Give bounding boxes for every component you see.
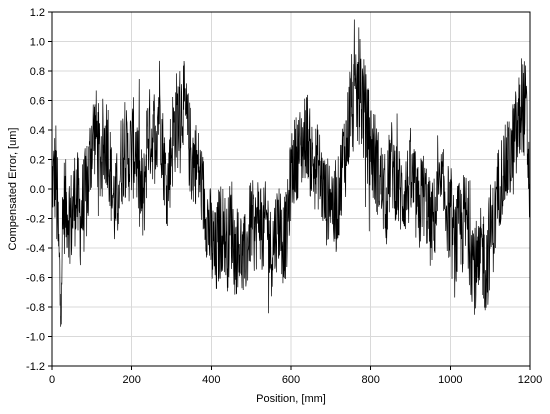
x-tick-label: 0 [49,374,55,386]
y-tick-label: -0.4 [26,243,45,255]
x-tick-label: 400 [202,374,220,386]
x-tick-label: 1200 [518,374,542,386]
y-tick-label: -0.8 [26,302,45,314]
y-tick-label: 0.4 [30,125,45,137]
x-tick-label: 1000 [438,374,462,386]
y-tick-label: 0.0 [30,184,45,196]
y-axis-label: Compensated Error, [um] [7,128,19,251]
y-tick-label: -1.0 [26,332,45,344]
y-tick-label: -1.2 [26,361,45,373]
y-tick-label: -0.6 [26,273,45,285]
series-layer [51,19,531,327]
y-axis: -1.2 -1.0 -0.8 -0.6 -0.4 -0.2 0.0 0.2 0.4 0.6 0.8 1… [26,7,52,373]
y-tick-label: -0.2 [26,214,45,226]
series-line [51,19,531,327]
x-tick-label: 600 [282,374,300,386]
y-tick-label: 0.2 [30,155,45,167]
y-tick-label: 1.0 [30,37,45,49]
y-tick-label: 0.8 [30,66,45,78]
y-tick-label: 0.6 [30,96,45,108]
x-tick-label: 200 [122,374,140,386]
y-tick-label: 1.2 [30,7,45,19]
x-tick-label: 800 [361,374,379,386]
x-axis: 0 200 400 600 800 1000 1200 [49,366,542,386]
x-axis-label: Position, [mm] [256,393,326,405]
